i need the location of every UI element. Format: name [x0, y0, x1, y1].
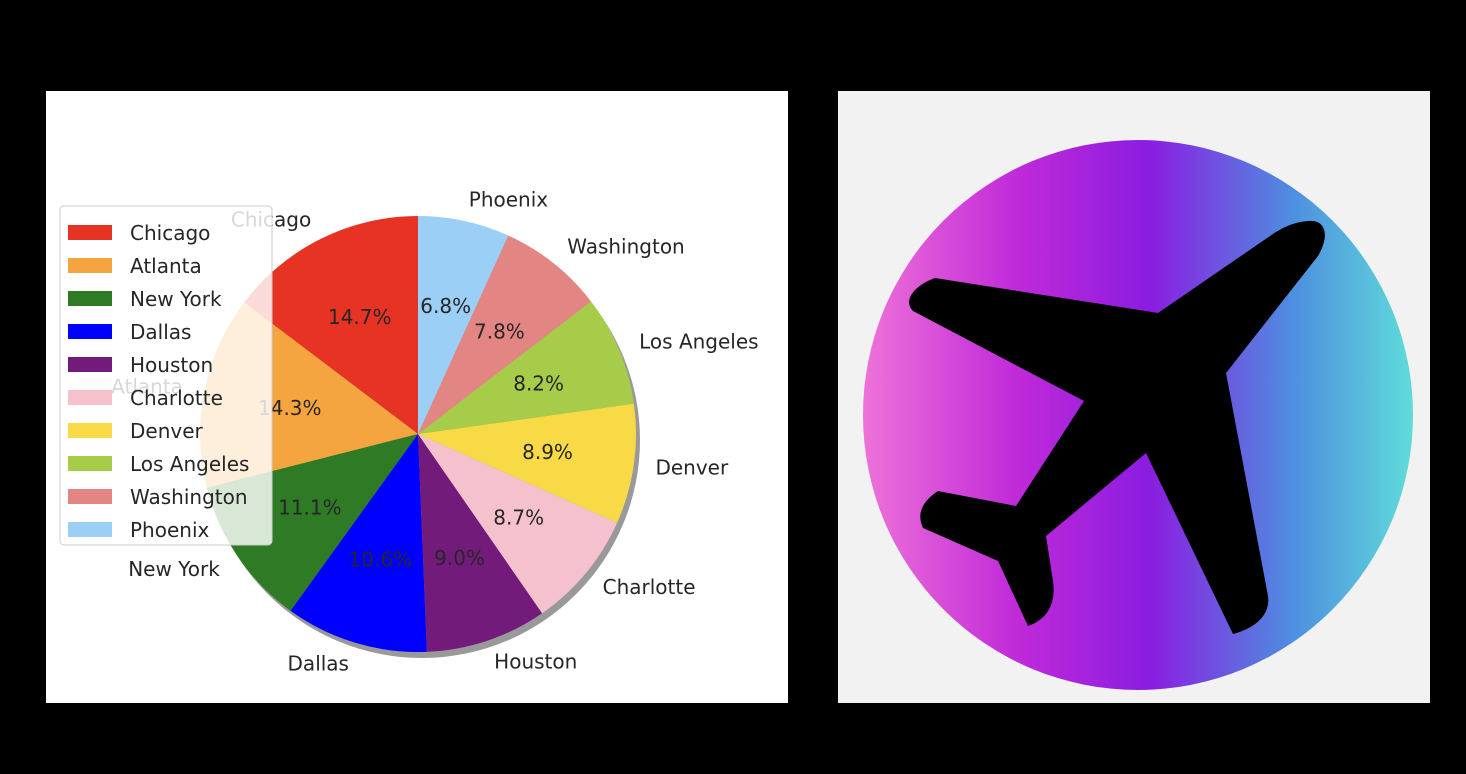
- pie-pct-los-angeles: 8.2%: [513, 371, 564, 395]
- chart-legend: Chicago Atlanta New York Dallas Houston Charl…: [59, 205, 273, 546]
- pie-label-houston: Houston: [494, 649, 577, 673]
- pie-pct-washington: 7.8%: [474, 320, 525, 344]
- legend-entry-houston: Houston: [130, 353, 213, 377]
- pie-pct-charlotte: 8.7%: [493, 505, 544, 529]
- pie-pct-dallas: 10.6%: [349, 547, 413, 571]
- legend-swatch-chicago: [68, 225, 112, 240]
- pie-slice-denver: [418, 403, 636, 523]
- airplane-logo: [863, 140, 1413, 690]
- pie-pct-houston: 9.0%: [434, 546, 485, 570]
- pie-slice-charlotte: [418, 434, 618, 614]
- airplane-icon: [909, 220, 1325, 634]
- pie-pct-chicago: 14.7%: [328, 305, 392, 329]
- pie-label-new-york: New York: [128, 557, 220, 581]
- legend-entry-chicago: Chicago: [130, 221, 210, 245]
- pie-label-washington: Washington: [567, 234, 685, 258]
- legend-swatch-denver: [68, 423, 112, 438]
- pie-slice-dallas: [290, 434, 427, 652]
- legend-entry-dallas: Dallas: [130, 320, 191, 344]
- pie-slice-houston: [418, 434, 543, 652]
- legend-swatch-washington: [68, 489, 112, 504]
- pie-label-charlotte: Charlotte: [603, 575, 696, 599]
- pie-label-phoenix: Phoenix: [469, 188, 549, 212]
- pie-slice-chicago: [244, 216, 418, 434]
- pie-slice-washington: [418, 235, 591, 434]
- pie-pct-denver: 8.9%: [522, 440, 573, 464]
- pie-chart: Chicago Atlanta New York Dallas Houston Charl…: [59, 188, 759, 676]
- pie-label-dallas: Dallas: [288, 652, 349, 676]
- pie-label-denver: Denver: [655, 455, 729, 479]
- legend-entry-washington: Washington: [130, 485, 248, 509]
- legend-swatch-houston: [68, 357, 112, 372]
- pie-pct-phoenix: 6.8%: [420, 294, 471, 318]
- pie-slice-los-angeles: [418, 301, 634, 434]
- legend-swatch-atlanta: [68, 258, 112, 273]
- legend-swatch-dallas: [68, 324, 112, 339]
- legend-entry-los-angeles: Los Angeles: [130, 452, 249, 476]
- legend-swatch-los-angeles: [68, 456, 112, 471]
- legend-swatch-charlotte: [68, 390, 112, 405]
- pie-slice-phoenix: [418, 216, 509, 434]
- legend-entry-new-york: New York: [130, 287, 222, 311]
- logo-panel: [838, 91, 1430, 703]
- legend-entry-atlanta: Atlanta: [130, 254, 202, 278]
- legend-swatch-new-york: [68, 291, 112, 306]
- legend-box: [59, 205, 273, 546]
- pie-chart-panel: Chicago Atlanta New York Dallas Houston Charl…: [46, 91, 788, 703]
- pie-label-los-angeles: Los Angeles: [639, 329, 758, 353]
- legend-entry-denver: Denver: [130, 419, 204, 443]
- legend-entry-phoenix: Phoenix: [130, 518, 210, 542]
- legend-swatch-phoenix: [68, 522, 112, 537]
- legend-entry-charlotte: Charlotte: [130, 386, 223, 410]
- pie-slices: [200, 216, 636, 652]
- pie-pct-new-york: 11.1%: [278, 496, 342, 520]
